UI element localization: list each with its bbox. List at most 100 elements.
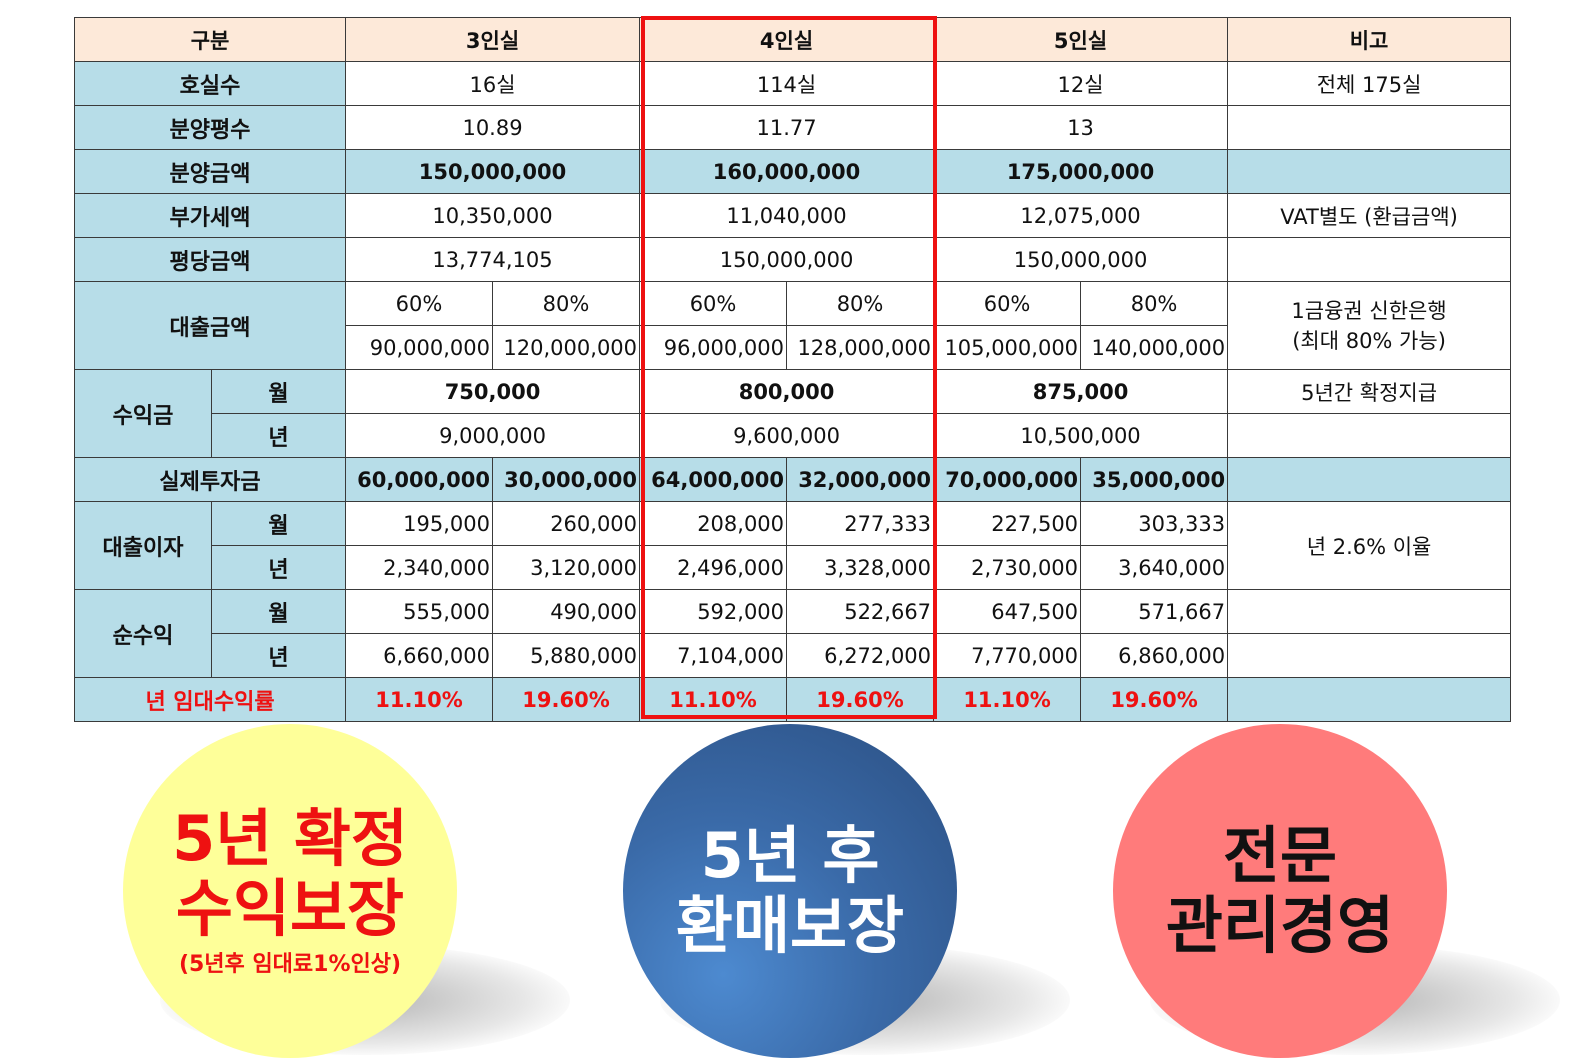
area-r4: 11.77 bbox=[639, 105, 935, 150]
per-pyeong-r3: 13,774,105 bbox=[345, 237, 641, 282]
yield-value: 19.60% bbox=[786, 677, 935, 722]
loan-pct: 80% bbox=[492, 281, 641, 326]
interest-month: 227,500 bbox=[933, 501, 1082, 546]
net-month: 555,000 bbox=[345, 589, 494, 634]
investment-note bbox=[1227, 457, 1512, 502]
income-month: 800,000 bbox=[639, 369, 935, 414]
net-year-note bbox=[1227, 633, 1512, 678]
rooms-r3: 16실 bbox=[345, 61, 641, 106]
rooms-row: 호실수 16실 114실 12실 전체 175실 bbox=[73, 61, 1512, 106]
income-year-row: 년 9,000,000 9,600,000 10,500,000 bbox=[75, 413, 1512, 458]
header-room3: 3인실 bbox=[345, 17, 641, 62]
income-label: 수익금 bbox=[74, 369, 212, 458]
loan-amount: 105,000,000 bbox=[933, 325, 1082, 370]
vat-r3: 10,350,000 bbox=[345, 193, 641, 238]
investment-value: 64,000,000 bbox=[639, 457, 788, 502]
net-month-row: 순수익 월 555,000 490,000 592,000 522,667 64… bbox=[74, 589, 1512, 678]
price-row: 분양금액 150,000,000 160,000,000 175,000,000 bbox=[73, 149, 1512, 194]
yield-value: 11.10% bbox=[639, 677, 788, 722]
area-r5: 13 bbox=[933, 105, 1229, 150]
profit-guarantee-circle: 5년 확정 수익보장 (5년후 임대료1%인상) bbox=[123, 724, 457, 1058]
buyback-guarantee-circle: 5년 후 환매보장 bbox=[623, 724, 957, 1058]
investment-value: 32,000,000 bbox=[786, 457, 935, 502]
net-label: 순수익 bbox=[74, 589, 212, 678]
net-month: 647,500 bbox=[933, 589, 1082, 634]
investment-value: 60,000,000 bbox=[345, 457, 494, 502]
loan-amount: 96,000,000 bbox=[639, 325, 788, 370]
income-year-note bbox=[1227, 413, 1512, 458]
loan-note-line1: 1금융권 신한은행 bbox=[1291, 298, 1447, 323]
interest-label: 대출이자 bbox=[74, 501, 212, 590]
yield-note bbox=[1227, 677, 1512, 722]
area-row: 분양평수 10.89 11.77 13 bbox=[73, 105, 1512, 150]
loan-amount: 120,000,000 bbox=[492, 325, 641, 370]
investment-value: 70,000,000 bbox=[933, 457, 1082, 502]
income-month: 875,000 bbox=[933, 369, 1229, 414]
rooms-label: 호실수 bbox=[73, 61, 347, 106]
interest-month-label: 월 bbox=[210, 501, 347, 546]
vat-r4: 11,040,000 bbox=[639, 193, 935, 238]
loan-label: 대출금액 bbox=[73, 281, 347, 370]
header-category: 구분 bbox=[73, 17, 347, 62]
interest-month-row: 대출이자 월 195,000 260,000 208,000 277,333 2… bbox=[74, 501, 1512, 590]
interest-month: 195,000 bbox=[345, 501, 494, 546]
per-pyeong-note bbox=[1227, 237, 1512, 282]
income-year: 9,600,000 bbox=[639, 413, 935, 458]
header-room4: 4인실 bbox=[639, 17, 935, 62]
interest-year: 3,640,000 bbox=[1080, 545, 1229, 590]
per-pyeong-r5: 150,000,000 bbox=[933, 237, 1229, 282]
yield-row: 년 임대수익률 11.10% 19.60% 11.10% 19.60% 11.1… bbox=[73, 677, 1512, 722]
price-r3: 150,000,000 bbox=[345, 149, 641, 194]
rooms-r4: 114실 bbox=[639, 61, 935, 106]
price-r4: 160,000,000 bbox=[639, 149, 935, 194]
per-pyeong-r4: 150,000,000 bbox=[639, 237, 935, 282]
circle2-line1: 5년 후 bbox=[700, 819, 880, 892]
income-month: 750,000 bbox=[345, 369, 641, 414]
net-month: 490,000 bbox=[492, 589, 641, 634]
loan-pct-row: 대출금액 60% 80% 60% 80% 60% 80% 1금융권 신한은행 (최… bbox=[73, 281, 1512, 370]
header-note: 비고 bbox=[1227, 17, 1512, 62]
vat-r5: 12,075,000 bbox=[933, 193, 1229, 238]
loan-amount: 128,000,000 bbox=[786, 325, 935, 370]
interest-note: 년 2.6% 이율 bbox=[1227, 501, 1512, 590]
interest-month: 303,333 bbox=[1080, 501, 1229, 546]
area-label: 분양평수 bbox=[73, 105, 347, 150]
yield-value: 19.60% bbox=[1080, 677, 1229, 722]
interest-year-row: 년 2,340,000 3,120,000 2,496,000 3,328,00… bbox=[75, 545, 1511, 590]
area-r3: 10.89 bbox=[345, 105, 641, 150]
circle1-sub: (5년후 임대료1%인상) bbox=[178, 952, 402, 977]
vat-row: 부가세액 10,350,000 11,040,000 12,075,000 VA… bbox=[73, 193, 1512, 238]
loan-pct: 60% bbox=[933, 281, 1082, 326]
price-label: 분양금액 bbox=[73, 149, 347, 194]
vat-note: VAT별도 (환급금액) bbox=[1227, 193, 1512, 238]
header-row: 구분 3인실 4인실 5인실 비고 bbox=[73, 17, 1512, 62]
price-note bbox=[1227, 149, 1512, 194]
net-month: 571,667 bbox=[1080, 589, 1229, 634]
loan-note: 1금융권 신한은행 (최대 80% 가능) bbox=[1227, 281, 1512, 370]
circle3-line1: 전문 bbox=[1222, 819, 1338, 892]
interest-year: 2,340,000 bbox=[345, 545, 494, 590]
net-year: 6,660,000 bbox=[345, 633, 494, 678]
rooms-note: 전체 175실 bbox=[1227, 61, 1512, 106]
interest-year-label: 년 bbox=[210, 545, 347, 590]
net-year: 7,770,000 bbox=[933, 633, 1082, 678]
income-note: 5년간 확정지급 bbox=[1227, 369, 1512, 414]
loan-pct: 60% bbox=[639, 281, 788, 326]
loan-pct: 80% bbox=[1080, 281, 1229, 326]
net-year: 6,860,000 bbox=[1080, 633, 1229, 678]
interest-month: 277,333 bbox=[786, 501, 935, 546]
comparison-table: 구분 3인실 4인실 5인실 비고 호실수 16실 114실 12실 전체 17… bbox=[73, 17, 1512, 722]
interest-year: 2,496,000 bbox=[639, 545, 788, 590]
per-pyeong-label: 평당금액 bbox=[73, 237, 347, 282]
loan-pct: 60% bbox=[345, 281, 494, 326]
rooms-r5: 12실 bbox=[933, 61, 1229, 106]
circle1-line2: 수익보장 bbox=[175, 872, 405, 945]
net-year-label: 년 bbox=[210, 633, 347, 678]
income-year: 10,500,000 bbox=[933, 413, 1229, 458]
interest-year: 2,730,000 bbox=[933, 545, 1082, 590]
circle1-line1: 5년 확정 bbox=[172, 802, 408, 875]
yield-value: 11.10% bbox=[933, 677, 1082, 722]
management-circle: 전문 관리경영 bbox=[1113, 724, 1447, 1058]
price-r5: 175,000,000 bbox=[933, 149, 1229, 194]
investment-value: 35,000,000 bbox=[1080, 457, 1229, 502]
